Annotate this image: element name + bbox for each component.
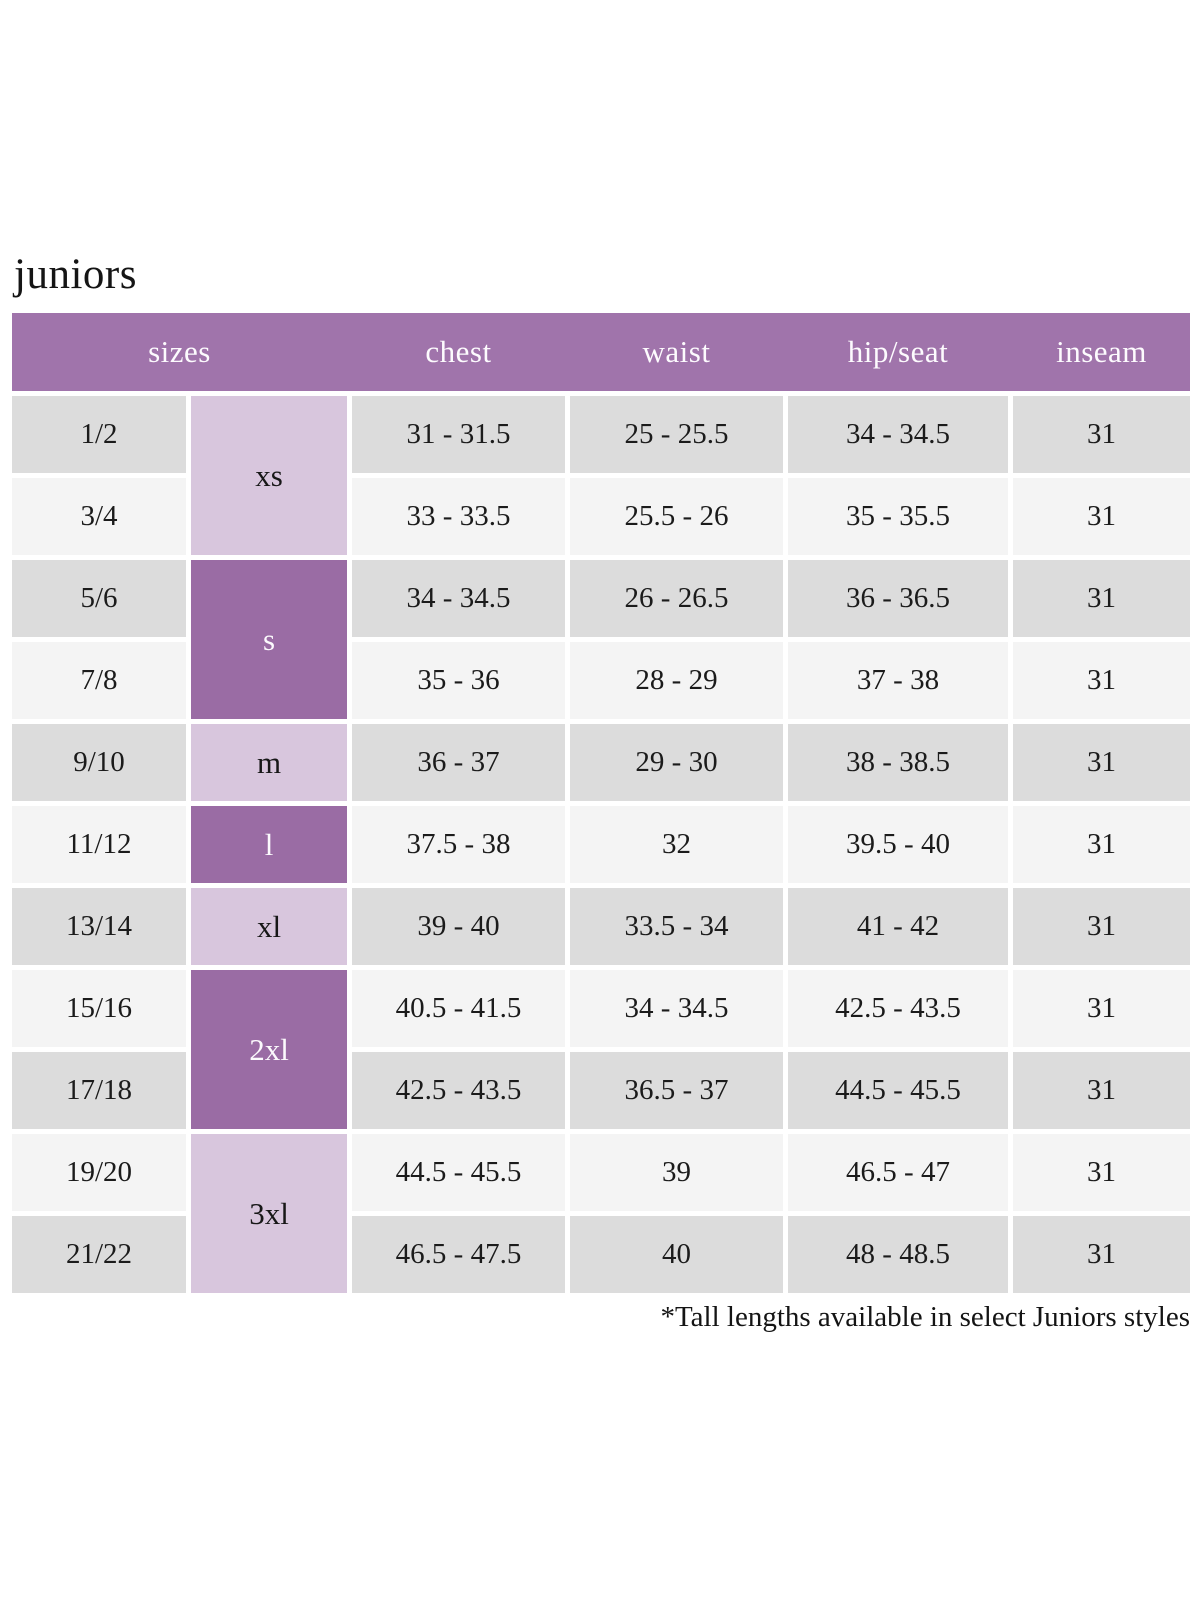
size-cell: 1/2 — [12, 396, 186, 473]
hip-seat-cell: 36 - 36.5 — [788, 560, 1008, 637]
inseam-cell: 31 — [1013, 396, 1190, 473]
inseam-cell: 31 — [1013, 560, 1190, 637]
size-cell: 15/16 — [12, 970, 186, 1047]
chest-cell: 34 - 34.5 — [352, 560, 565, 637]
hip-seat-cell: 38 - 38.5 — [788, 724, 1008, 801]
size-band-m: m — [191, 724, 347, 801]
column-header-sizes: sizes — [148, 334, 211, 369]
hip-seat-cell: 48 - 48.5 — [788, 1216, 1008, 1293]
column-header-inseam: inseam — [1056, 334, 1147, 369]
column-header-waist: waist — [642, 334, 711, 369]
hip-seat-cell: 39.5 - 40 — [788, 806, 1008, 883]
hip-seat-cell: 41 - 42 — [788, 888, 1008, 965]
chest-cell: 40.5 - 41.5 — [352, 970, 565, 1047]
inseam-cell: 31 — [1013, 1052, 1190, 1129]
size-cell: 5/6 — [12, 560, 186, 637]
waist-cell: 25.5 - 26 — [570, 478, 783, 555]
chest-cell: 42.5 - 43.5 — [352, 1052, 565, 1129]
inseam-cell: 31 — [1013, 642, 1190, 719]
juniors-size-chart: sizes chest waist hip/seat inseam 1/2 31 … — [12, 313, 1190, 1293]
size-cell: 19/20 — [12, 1134, 186, 1211]
inseam-cell: 31 — [1013, 1216, 1190, 1293]
size-band-3xl: 3xl — [191, 1134, 347, 1293]
chest-cell: 39 - 40 — [352, 888, 565, 965]
column-header-chest: chest — [425, 334, 492, 369]
waist-cell: 34 - 34.5 — [570, 970, 783, 1047]
table-body: 1/2 31 - 31.5 25 - 25.5 34 - 34.5 31 3/4 33 - … — [12, 396, 1190, 1293]
size-cell: 13/14 — [12, 888, 186, 965]
size-band-l: l — [191, 806, 347, 883]
size-cell: 17/18 — [12, 1052, 186, 1129]
chest-cell: 37.5 - 38 — [352, 806, 565, 883]
size-band-xl: xl — [191, 888, 347, 965]
chest-cell: 46.5 - 47.5 — [352, 1216, 565, 1293]
waist-cell: 40 — [570, 1216, 783, 1293]
chest-cell: 44.5 - 45.5 — [352, 1134, 565, 1211]
waist-cell: 28 - 29 — [570, 642, 783, 719]
hip-seat-cell: 46.5 - 47 — [788, 1134, 1008, 1211]
tall-lengths-footnote: *Tall lengths available in select Junior… — [660, 1301, 1190, 1333]
inseam-cell: 31 — [1013, 724, 1190, 801]
chest-cell: 36 - 37 — [352, 724, 565, 801]
waist-cell: 36.5 - 37 — [570, 1052, 783, 1129]
inseam-cell: 31 — [1013, 888, 1190, 965]
chest-cell: 35 - 36 — [352, 642, 565, 719]
waist-cell: 26 - 26.5 — [570, 560, 783, 637]
size-cell: 3/4 — [12, 478, 186, 555]
inseam-cell: 31 — [1013, 1134, 1190, 1211]
waist-cell: 32 — [570, 806, 783, 883]
size-band-2xl: 2xl — [191, 970, 347, 1129]
page-title: juniors — [14, 251, 137, 298]
waist-cell: 33.5 - 34 — [570, 888, 783, 965]
hip-seat-cell: 37 - 38 — [788, 642, 1008, 719]
inseam-cell: 31 — [1013, 806, 1190, 883]
size-cell: 11/12 — [12, 806, 186, 883]
column-header-hip-seat: hip/seat — [847, 334, 949, 369]
size-cell: 21/22 — [12, 1216, 186, 1293]
hip-seat-cell: 35 - 35.5 — [788, 478, 1008, 555]
size-band-s: s — [191, 560, 347, 719]
hip-seat-cell: 42.5 - 43.5 — [788, 970, 1008, 1047]
size-cell: 7/8 — [12, 642, 186, 719]
inseam-cell: 31 — [1013, 970, 1190, 1047]
size-cell: 9/10 — [12, 724, 186, 801]
chest-cell: 31 - 31.5 — [352, 396, 565, 473]
table-header-row: sizes chest waist hip/seat inseam — [12, 313, 1190, 391]
waist-cell: 25 - 25.5 — [570, 396, 783, 473]
waist-cell: 29 - 30 — [570, 724, 783, 801]
hip-seat-cell: 34 - 34.5 — [788, 396, 1008, 473]
waist-cell: 39 — [570, 1134, 783, 1211]
hip-seat-cell: 44.5 - 45.5 — [788, 1052, 1008, 1129]
chest-cell: 33 - 33.5 — [352, 478, 565, 555]
size-band-xs: xs — [191, 396, 347, 555]
inseam-cell: 31 — [1013, 478, 1190, 555]
